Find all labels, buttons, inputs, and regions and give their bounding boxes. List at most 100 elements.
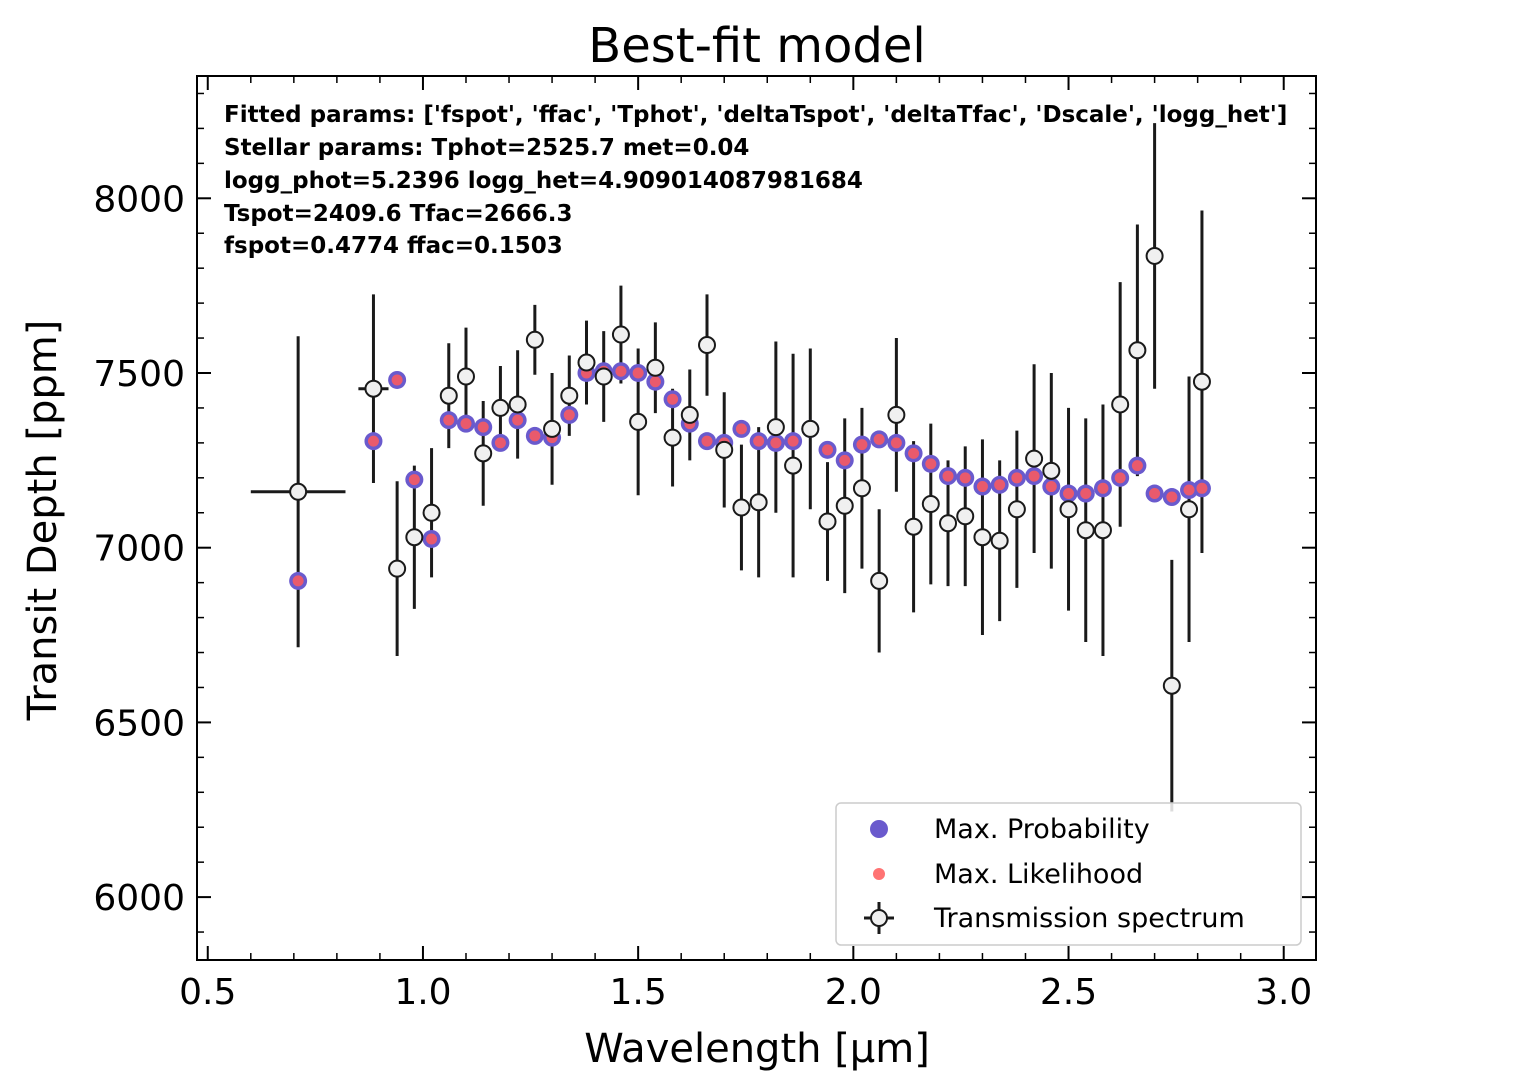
max-likelihood-point (1131, 460, 1143, 472)
max-likelihood-point (426, 533, 438, 545)
spectrum-point (1093, 521, 1112, 540)
spectrum-point (543, 419, 562, 438)
max-likelihood-point (701, 435, 713, 447)
max-likelihood-point (649, 376, 661, 388)
spectrum-point (629, 412, 648, 431)
spectrum-point (1162, 676, 1181, 695)
spectrum-point (422, 503, 441, 522)
spectrum-point (732, 498, 751, 517)
max-likelihood-point (529, 430, 541, 442)
spectrum-point (364, 379, 383, 398)
spectrum-point (1042, 461, 1061, 480)
fit-annotations: Fitted params: ['fspot', 'ffac', 'Tphot'… (224, 102, 1287, 259)
spectrum-point (1059, 500, 1078, 519)
x-axis-label: Wavelength [μm] (584, 1026, 930, 1072)
spectrum-point (852, 479, 871, 498)
legend-marker-max-likelihood (873, 868, 885, 880)
spectrum-point (870, 571, 889, 590)
spectrum-point (289, 482, 308, 501)
max-likelihood-point (856, 439, 868, 451)
spectrum-point (939, 514, 958, 533)
spectrum-point (525, 330, 544, 349)
max-likelihood-point (1183, 484, 1195, 496)
spectrum-point (801, 419, 820, 438)
spectrum-point (663, 428, 682, 447)
spectrum-point (388, 559, 407, 578)
max-likelihood-point (770, 437, 782, 449)
spectrum-point (577, 353, 596, 372)
max-likelihood-point (735, 423, 747, 435)
annotation-fractions: fspot=0.4774 ffac=0.1503 (224, 233, 563, 259)
spectrum-point (956, 507, 975, 526)
y-tick-label: 7000 (93, 529, 185, 570)
max-likelihood-point (822, 444, 834, 456)
max-likelihood-point (1028, 470, 1040, 482)
max-likelihood-point (460, 418, 472, 430)
max-likelihood-point (292, 575, 304, 587)
annotation-fitted-params: Fitted params: ['fspot', 'ffac', 'Tphot'… (224, 102, 1287, 128)
max-likelihood-point (839, 454, 851, 466)
legend-label-max-probability: Max. Probability (934, 814, 1150, 845)
spectrum-point (698, 336, 717, 355)
legend-marker-max-probability (870, 820, 888, 838)
spectrum-point (508, 395, 527, 414)
max-likelihood-point (667, 393, 679, 405)
spectrum-point (405, 528, 424, 547)
spectrum-point (1145, 246, 1164, 265)
legend-label-max-likelihood: Max. Likelihood (934, 859, 1143, 890)
plot-frame (196, 75, 1317, 961)
max-likelihood-point (1166, 491, 1178, 503)
legend: Max. Probability Max. Likelihood Transmi… (835, 802, 1302, 946)
max-likelihood-point (908, 447, 920, 459)
spectrum-point (1180, 500, 1199, 519)
spectrum-point (1128, 341, 1147, 360)
spectrum-point (1076, 521, 1095, 540)
spectrum-point (784, 456, 803, 475)
spectrum-point (921, 495, 940, 514)
spectrum-point (835, 496, 854, 515)
plot-area (250, 123, 1211, 812)
spectrum-point (491, 398, 510, 417)
max-likelihood-point (1149, 488, 1161, 500)
max-likelihood-point (408, 474, 420, 486)
max-likelihood-point (890, 437, 902, 449)
max-likelihood-point (787, 435, 799, 447)
x-tick-label: 0.5 (179, 972, 236, 1013)
max-likelihood-point (443, 414, 455, 426)
max-likelihood-point (477, 421, 489, 433)
x-tick-label: 1.5 (610, 972, 667, 1013)
max-likelihood-point (494, 437, 506, 449)
max-likelihood-point (1045, 481, 1057, 493)
spectrum-point (1111, 395, 1130, 414)
y-tick-label: 6500 (93, 703, 185, 744)
annotation-temperatures: Tspot=2409.6 Tfac=2666.3 (224, 201, 573, 227)
max-likelihood-point (1196, 482, 1208, 494)
spectrum-point (887, 405, 906, 424)
spectrum-point (646, 358, 665, 377)
spectrum-point (611, 325, 630, 344)
max-likelihood-point (615, 365, 627, 377)
max-likelihood-point (1063, 488, 1075, 500)
spectrum-point (456, 367, 475, 386)
spectrum-point (560, 386, 579, 405)
spectrum-point (766, 418, 785, 437)
annotation-stellar-params: Stellar params: Tphot=2525.7 met=0.04 (224, 135, 749, 161)
max-likelihood-point (994, 479, 1006, 491)
max-likelihood-point (925, 458, 937, 470)
axis-ticks: 0.5 1.0 1.5 2.0 2.5 3.0 6000 6500 7000 7500 8000 (93, 76, 1316, 1013)
y-tick-label: 7500 (93, 354, 185, 395)
max-likelihood-point (512, 414, 524, 426)
spectrum-point (818, 512, 837, 531)
x-tick-label: 3.0 (1255, 972, 1312, 1013)
max-likelihood-point (367, 435, 379, 447)
y-tick-label: 6000 (93, 878, 185, 919)
spectrum-point (1025, 449, 1044, 468)
spectrum-point (904, 517, 923, 536)
spectrum-point (715, 440, 734, 459)
spectrum-point (990, 531, 1009, 550)
max-likelihood-point (753, 435, 765, 447)
max-likelihood-point (976, 481, 988, 493)
spectrum-point (594, 367, 613, 386)
max-likelihood-point (873, 433, 885, 445)
